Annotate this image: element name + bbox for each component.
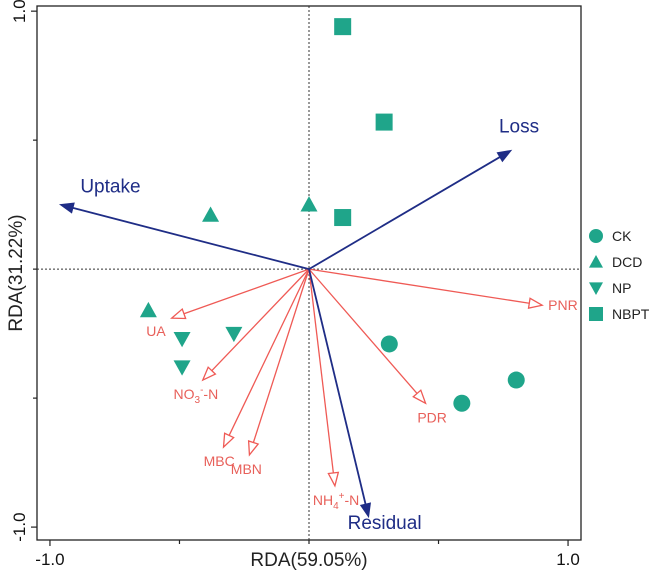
- arrow-residual: [308, 268, 367, 505]
- label-pnr: PNR: [548, 297, 578, 313]
- legend-label-nbpt: NBPT: [612, 306, 650, 322]
- point-ck: [380, 335, 398, 353]
- arrowhead-mbn: [247, 440, 260, 457]
- point-ck: [507, 371, 525, 389]
- label-ua: UA: [146, 323, 166, 339]
- arrowhead-residual: [359, 502, 371, 519]
- arrowhead-mbc: [222, 432, 235, 449]
- label-mbc: MBC: [204, 453, 235, 469]
- point-dcd: [300, 196, 318, 212]
- arrow-pdr: [308, 268, 418, 394]
- arrowhead-pdr: [412, 389, 427, 405]
- label-part: NH: [313, 492, 333, 508]
- label-uptake: Uptake: [80, 177, 140, 198]
- label-loss: Loss: [499, 116, 539, 137]
- arrowhead-pnr: [527, 297, 544, 310]
- legend-label-np: NP: [612, 280, 631, 296]
- legend-label-dcd: DCD: [612, 254, 642, 270]
- point-nbpt: [375, 113, 393, 131]
- legend-marker-dcd: [589, 255, 603, 268]
- arrowhead-uptake: [58, 202, 75, 214]
- sample-points: [139, 18, 525, 412]
- x-axis-label: RDA(59.05%): [250, 550, 367, 571]
- label-residual: Residual: [348, 513, 422, 534]
- point-ck: [453, 394, 471, 412]
- arrow-no3-n: [211, 268, 310, 372]
- point-nbpt: [334, 18, 352, 36]
- arrow-pnr: [308, 268, 530, 304]
- response-arrows: Uptake Loss Residual: [58, 116, 539, 534]
- legend-marker-np: [589, 282, 603, 295]
- point-dcd: [139, 301, 157, 318]
- label-part: NO: [174, 386, 195, 402]
- arrow-mbc: [228, 268, 310, 436]
- arrow-ua: [183, 268, 310, 315]
- label-nh4-n: NH4+-N: [313, 491, 359, 512]
- label-mbn: MBN: [231, 461, 262, 477]
- arrowhead-ua: [169, 307, 187, 320]
- y-tick-label: 1.0: [10, 0, 29, 23]
- point-nbpt: [334, 209, 352, 227]
- legend: CK DCD NP NBPT: [589, 228, 650, 322]
- arrowhead-nh4-n: [327, 471, 340, 488]
- arrow-loss: [308, 156, 501, 270]
- arrowhead-no3-n: [201, 366, 217, 382]
- label-subscript: 4: [333, 501, 339, 512]
- label-part: -N: [203, 386, 218, 402]
- label-no3-n: NO3--N: [174, 385, 219, 406]
- label-pdr: PDR: [417, 409, 447, 425]
- point-dcd: [202, 206, 220, 222]
- arrow-mbn: [252, 268, 310, 443]
- legend-marker-nbpt: [589, 307, 603, 321]
- label-superscript: +: [339, 491, 345, 502]
- legend-marker-ck: [589, 229, 603, 243]
- axis-ticks: -1.0 1.0 1.0 -1.0: [10, 0, 580, 569]
- arrow-nh4-n: [308, 269, 335, 473]
- y-tick-label: -1.0: [10, 512, 29, 541]
- x-tick-label: -1.0: [35, 550, 64, 569]
- label-subscript: 3: [195, 395, 201, 406]
- arrow-uptake: [72, 207, 310, 271]
- point-np: [173, 360, 191, 376]
- arrowhead-loss: [496, 149, 513, 163]
- label-superscript: -: [200, 385, 203, 396]
- x-tick-label: 1.0: [556, 550, 580, 569]
- legend-label-ck: CK: [612, 228, 632, 244]
- point-np: [225, 326, 243, 343]
- y-axis-label: RDA(31.22%): [6, 214, 27, 331]
- label-part: -N: [345, 492, 360, 508]
- point-np: [173, 331, 191, 348]
